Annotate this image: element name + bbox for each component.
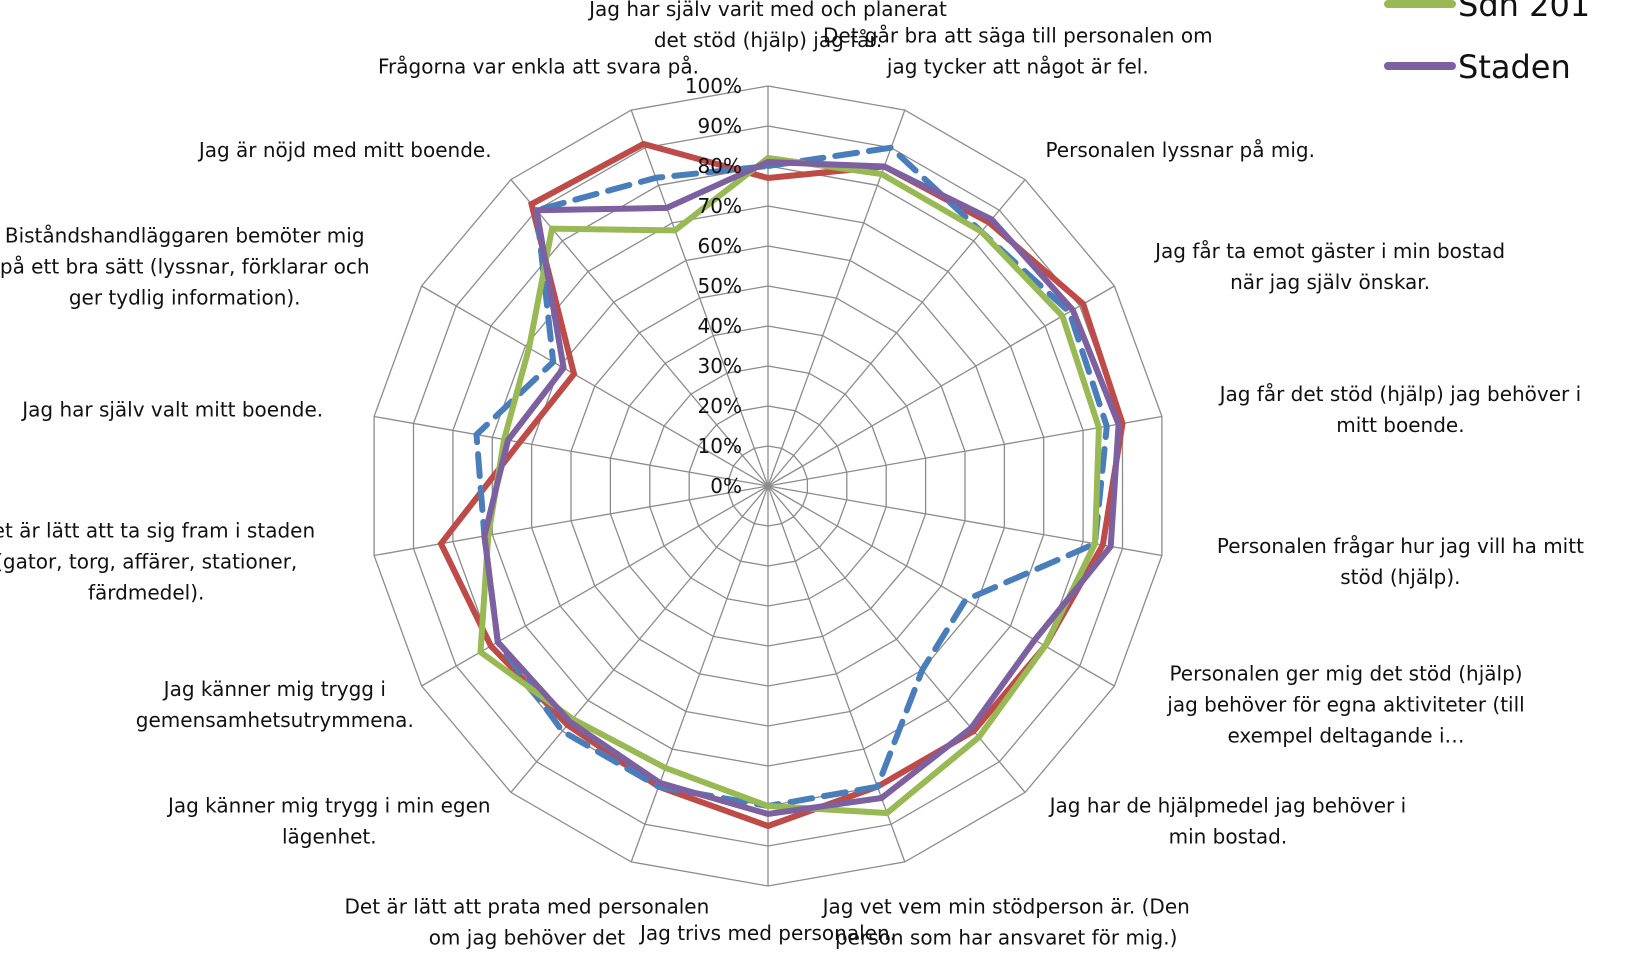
category-label-line: när jag själv önskar. [1230, 270, 1430, 294]
category-label-line: om jag behöver det [429, 926, 626, 950]
category-label-line: Jag är nöjd med mitt boende. [197, 138, 492, 162]
category-label: Biståndshandläggaren bemöter mig på ett b… [0, 224, 370, 310]
tick-label: 80% [698, 154, 742, 178]
tick-label: 100% [685, 74, 742, 98]
category-label-line: Frågorna var enkla att svara på. [378, 54, 699, 78]
series-line-4 [481, 158, 1122, 818]
category-label-line: Personalen ger mig det stöd (hjälp) [1169, 662, 1522, 686]
category-label-line: Jag har själv varit med och planerat [587, 0, 947, 21]
category-label-line: Det är lätt att ta sig fram i staden [0, 519, 315, 543]
category-label: Frågorna var enkla att svara på. [378, 54, 699, 78]
legend-label: Sdn 201 [1458, 0, 1590, 24]
category-label-line: färdmedel). [88, 581, 204, 605]
category-label-line: person som har ansvaret för mig.) [835, 926, 1177, 950]
category-label: Jag har själv varit med och planerat det … [587, 0, 947, 52]
tick-label: 90% [698, 114, 742, 138]
category-label-line: Det går bra att säga till personalen om [823, 23, 1213, 47]
tick-label: 0% [710, 474, 742, 498]
category-label-line: jag behöver för egna aktiviteter (till [1166, 693, 1524, 717]
tick-label: 70% [698, 194, 742, 218]
radar-series-group [437, 140, 1126, 830]
category-label-line: Jag har själv valt mitt boende. [20, 397, 323, 421]
tick-label: 10% [698, 434, 742, 458]
category-label: Personalen frågar hur jag vill ha mitt st… [1217, 534, 1584, 589]
tick-label: 30% [698, 354, 742, 378]
category-label-line: exempel deltagande i… [1227, 724, 1464, 748]
tick-label: 40% [698, 314, 742, 338]
category-label: Jag vet vem min stödperson är. (Den perso… [821, 895, 1190, 950]
radar-spoke [767, 485, 1026, 793]
category-label-line: lägenhet. [282, 825, 377, 849]
radar-spoke [373, 415, 769, 487]
category-label: Jag är nöjd med mitt boende. [197, 138, 492, 162]
category-label: Jag känner mig trygg i min egen lägenhet. [166, 794, 491, 849]
category-label-line: på ett bra sätt (lyssnar, förklarar och [0, 255, 370, 279]
category-label-line: Jag känner mig trygg i [162, 677, 386, 701]
category-label: Jag får ta emot gäster i min bostad när j… [1153, 239, 1505, 294]
category-label: Det går bra att säga till personalen om j… [823, 23, 1213, 78]
category-label-line: Personalen lyssnar på mig. [1045, 138, 1315, 162]
category-label-line: det stöd (hjälp) jag får. [654, 28, 882, 52]
category-label-line: mitt boende. [1336, 413, 1464, 437]
category-label: Jag trivs med personalen. [638, 921, 896, 945]
radar-spoke [767, 485, 1115, 687]
legend: Sdn 201 Staden [1384, 0, 1590, 86]
radar-spoke [630, 109, 769, 487]
legend-label: Staden [1458, 48, 1571, 86]
category-label: Jag har de hjälpmedel jag behöver i min b… [1048, 794, 1407, 849]
category-label-line: ger tydlig information). [69, 286, 301, 310]
category-labels: Jag har själv varit med och planerat det … [0, 0, 1584, 950]
category-label-line: min bostad. [1169, 825, 1288, 849]
tick-label: 50% [698, 274, 742, 298]
category-label: Jag har själv valt mitt boende. [20, 397, 323, 421]
radar-spoke [767, 285, 1115, 487]
category-label-line: Jag har de hjälpmedel jag behöver i [1048, 794, 1407, 818]
category-label-line: Jag får ta emot gäster i min bostad [1153, 239, 1505, 263]
category-label-line: Jag trivs med personalen. [638, 921, 896, 945]
category-label-line: jag tycker att något är fel. [886, 54, 1149, 78]
radar-spoke [421, 285, 769, 487]
tick-label: 60% [698, 234, 742, 258]
category-label: Jag får det stöd (hjälp) jag behöver i mi… [1218, 382, 1582, 437]
category-label: Det är lätt att prata med personalen om j… [345, 895, 710, 950]
radar-spoke [510, 485, 769, 793]
category-label-line: Personalen frågar hur jag vill ha mitt [1217, 534, 1584, 558]
category-label-line: stöd (hjälp). [1340, 565, 1460, 589]
category-label-line: Jag vet vem min stödperson är. (Den [821, 895, 1190, 919]
category-label-line: Jag känner mig trygg i min egen [166, 794, 491, 818]
series-line-3 [477, 154, 1102, 817]
radial-tick-labels: 0% 10% 20% 30% 40% 50% 60% 70% 80% 90% 100% [685, 74, 742, 498]
category-label: Det är lätt att ta sig fram i staden (gat… [0, 519, 315, 605]
series-line-1 [437, 140, 1126, 830]
category-label-line: Biståndshandläggaren bemöter mig [5, 224, 365, 248]
tick-label: 20% [698, 394, 742, 418]
category-label-line: (gator, torg, affärer, stationer, [0, 550, 297, 574]
category-label: Jag känner mig trygg i gemensamhetsutrymm… [136, 677, 414, 732]
category-label-line: gemensamhetsutrymmena. [136, 708, 414, 732]
category-label: Personalen ger mig det stöd (hjälp) jag b… [1166, 662, 1524, 748]
category-label-line: Det är lätt att prata med personalen [345, 895, 710, 919]
category-label-line: Jag får det stöd (hjälp) jag behöver i [1218, 382, 1582, 406]
category-label: Personalen lyssnar på mig. [1045, 138, 1315, 162]
radar-spoke [630, 485, 769, 863]
